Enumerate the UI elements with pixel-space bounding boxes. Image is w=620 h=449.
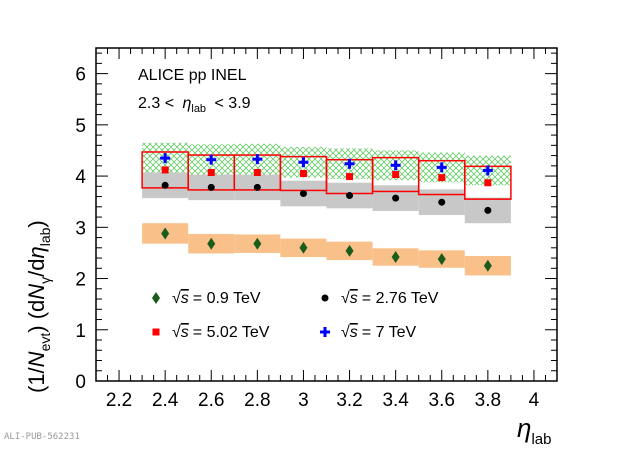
x-tick-label: 4 <box>529 390 540 411</box>
data-point <box>161 181 169 189</box>
data-point <box>206 154 217 165</box>
legend-marker <box>152 292 160 304</box>
data-point <box>344 158 355 169</box>
x-tick-label: 2.6 <box>198 390 224 411</box>
axis-ticks: 2.2 2.4 2.6 2.8 3 3.2 3.4 3.6 3.8 4 0 1 2 3 4 5 6 <box>75 48 558 411</box>
y-tick-label: 5 <box>75 116 86 137</box>
x-tick-label: 2.8 <box>244 390 270 411</box>
data-point <box>207 168 215 176</box>
y-tick-label: 1 <box>75 321 86 342</box>
annotation-collab: ALICE pp INEL <box>138 67 247 84</box>
legend-entry: √s = 7 TeV <box>341 324 417 341</box>
annotation-range: 2.3 < ηlab < 3.9 <box>138 95 251 116</box>
x-tick-label: 3.4 <box>382 390 409 411</box>
data-point <box>438 174 446 182</box>
systematic-bands <box>141 142 512 276</box>
x-tick-label: 3 <box>298 390 309 411</box>
x-tick-label: 3.8 <box>475 390 501 411</box>
data-point <box>346 192 354 200</box>
data-point <box>438 198 446 206</box>
data-point <box>390 160 401 171</box>
data-point <box>392 171 400 179</box>
x-axis-title: ηlab <box>517 413 551 448</box>
legend-marker <box>321 294 329 302</box>
data-point <box>253 183 261 191</box>
legend-marker <box>320 327 330 337</box>
data-point <box>207 237 216 250</box>
data-point <box>482 165 493 176</box>
legend-marker <box>152 328 160 336</box>
legend-entry: √s = 0.9 TeV <box>172 290 261 307</box>
legend-entry: √s = 2.76 TeV <box>341 290 439 307</box>
annotation-range-lo: 2.3 < <box>138 95 174 112</box>
annotation-range-hi: < 3.9 <box>215 95 251 112</box>
data-point <box>299 189 307 197</box>
data-point <box>161 227 170 240</box>
annotation-lab: lab <box>191 103 206 115</box>
data-point <box>299 170 307 178</box>
data-point <box>437 253 446 266</box>
x-tick-label: 2.2 <box>106 390 132 411</box>
data-point <box>391 251 400 264</box>
data-markers <box>160 153 493 272</box>
data-point <box>484 179 492 187</box>
data-point <box>436 162 447 173</box>
y-axis-title: (1/Nevt) (dNγ/dηlab) <box>24 220 53 393</box>
x-tick-label: 3.2 <box>336 390 362 411</box>
data-point <box>392 194 400 202</box>
publication-id: ALI-PUB-562231 <box>4 432 80 442</box>
data-point <box>253 237 262 250</box>
data-point <box>207 183 215 191</box>
y-tick-label: 2 <box>75 270 86 291</box>
data-point <box>252 154 263 165</box>
legend-entry: √s = 5.02 TeV <box>172 324 270 341</box>
data-point <box>160 153 171 164</box>
y-tick-label: 6 <box>75 65 86 86</box>
data-point <box>346 173 354 181</box>
y-tick-label: 0 <box>75 372 86 393</box>
x-tick-label: 3.6 <box>429 390 455 411</box>
data-point <box>345 244 354 257</box>
annotation-eta: η <box>182 95 191 112</box>
data-point <box>161 166 169 174</box>
data-point <box>484 206 492 214</box>
data-point <box>483 259 492 272</box>
data-point <box>253 168 261 176</box>
y-tick-label: 3 <box>75 218 86 239</box>
x-tick-label: 2.4 <box>152 390 179 411</box>
data-point <box>298 157 309 168</box>
y-tick-label: 4 <box>75 167 86 188</box>
legend: √s = 0.9 TeV √s = 2.76 TeV √s = 5.02 TeV √s = 7… <box>152 290 439 341</box>
data-point <box>299 241 308 254</box>
